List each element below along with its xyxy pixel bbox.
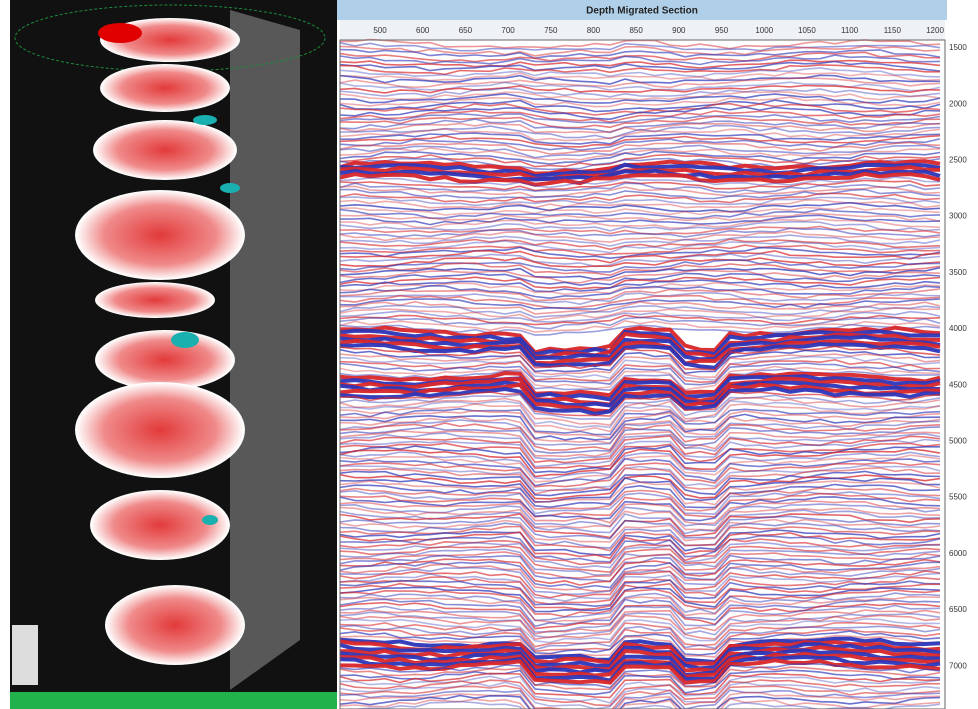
depth-label: 4500 [949,380,967,389]
trace-label: 500 [373,26,387,35]
trace-label: 800 [587,26,601,35]
trace-label: 1050 [798,26,816,35]
trace-label: 1100 [841,26,859,35]
trace-label: 1000 [755,26,773,35]
trace-label: 850 [629,26,643,35]
status-bar [10,692,337,709]
depth-label: 1500 [949,43,967,52]
trace-label: 950 [715,26,729,35]
trace-label: 1150 [884,26,902,35]
trace-label: 1200 [926,26,944,35]
slice-plane [230,10,300,690]
depth-label: 3000 [949,212,967,221]
trace-label: 600 [416,26,430,35]
depth-label: 2500 [949,156,967,165]
inset-legend [12,625,38,685]
figure: Depth Migrated Section 500 600 650 700 750 80… [0,0,978,709]
trace-label: 700 [501,26,515,35]
depth-label: 5500 [949,493,967,502]
page: Depth Migrated Section 500 600 650 700 750 80… [0,0,978,709]
depth-label: 5000 [949,437,967,446]
depth-label: 4000 [949,324,967,333]
trace-label: 650 [459,26,473,35]
section-title: Depth Migrated Section [586,6,698,17]
trace-label: 750 [544,26,558,35]
depth-label: 6000 [949,549,967,558]
volume-panel [10,0,337,709]
depth-label: 6500 [949,605,967,614]
depth-label: 7000 [949,661,967,670]
depth-label: 3500 [949,268,967,277]
trace-label: 900 [672,26,686,35]
depth-label: 2000 [949,99,967,108]
